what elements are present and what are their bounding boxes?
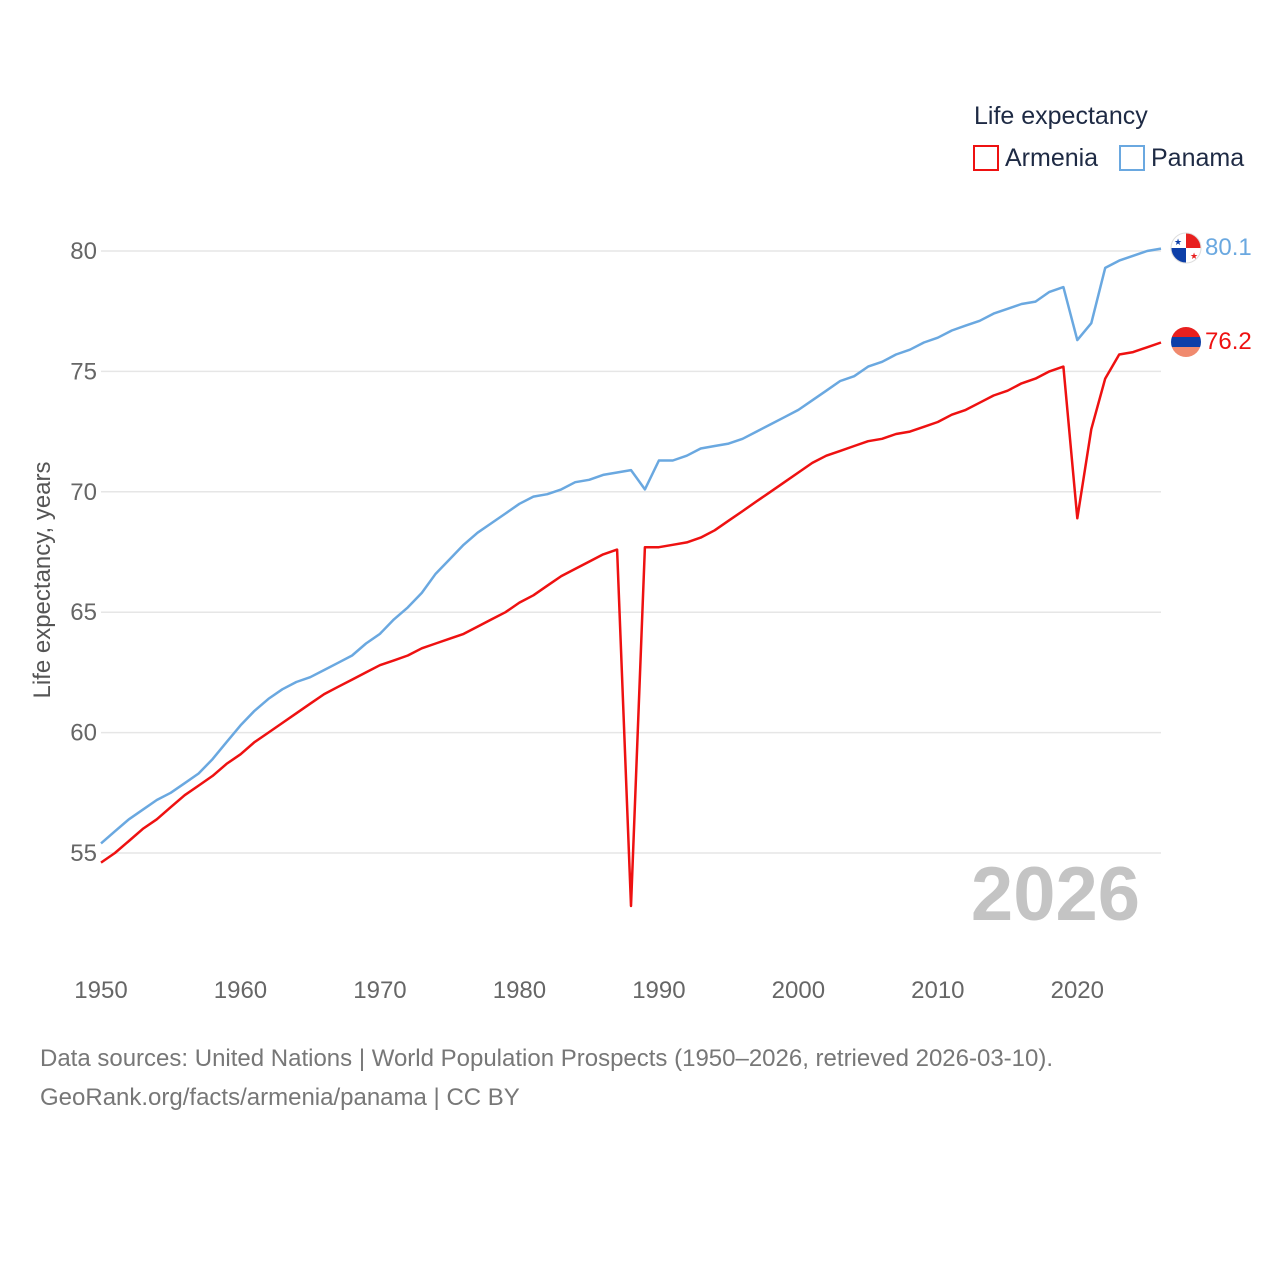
x-tick-label: 1950 [74,977,127,1004]
legend-swatch-armenia [973,145,999,171]
legend-item-panama[interactable]: Panama [1119,144,1244,172]
armenia-end-value: 76.2 [1205,328,1252,355]
legend-label-panama: Panama [1151,144,1244,172]
x-tick-label: 1990 [632,977,685,1004]
y-tick-label: 75 [70,358,97,385]
series-line-armenia[interactable] [100,341,1162,908]
legend-title: Life expectancy [974,102,1148,130]
legend-label-armenia: Armenia [1005,144,1098,172]
series-line-panama[interactable] [100,247,1162,845]
x-tick-label: 2010 [911,977,964,1004]
grid-lines [101,250,1161,854]
y-tick-label: 80 [70,238,97,265]
svg-text:★: ★ [1190,251,1198,261]
svg-text:★: ★ [1174,237,1182,247]
x-tick-label: 1970 [353,977,406,1004]
x-tick-label: 2020 [1051,977,1104,1004]
x-tick-label: 1960 [214,977,267,1004]
x-tick-label: 1980 [493,977,546,1004]
attribution-link[interactable]: GeoRank.org/facts/armenia/panama | CC BY [40,1084,520,1111]
year-watermark: 2026 [971,852,1140,937]
y-tick-label: 55 [70,840,97,867]
y-tick-label: 65 [70,599,97,626]
y-axis: 55 60 65 70 75 80 [70,238,97,867]
x-axis: 1950 1960 1970 1980 1990 2000 2010 2020 [74,977,1104,1004]
panama-end-value: 80.1 [1205,234,1252,261]
data-sources-text: Data sources: United Nations | World Pop… [40,1045,1054,1072]
series-lines [100,247,1162,908]
y-tick-label: 60 [70,720,97,747]
armenia-flag-icon [1171,327,1201,357]
life-expectancy-chart: 55 60 65 70 75 80 1950 1960 1970 1980 1990 2000 201… [29,102,1252,1004]
legend-swatch-panama [1119,145,1145,171]
y-tick-label: 70 [70,479,97,506]
y-axis-label: Life expectancy, years [29,461,56,698]
legend-item-armenia[interactable]: Armenia [973,144,1098,172]
legend: Life expectancy Armenia Panama [973,102,1244,172]
panama-flag-border [1170,232,1202,264]
x-tick-label: 2000 [772,977,825,1004]
